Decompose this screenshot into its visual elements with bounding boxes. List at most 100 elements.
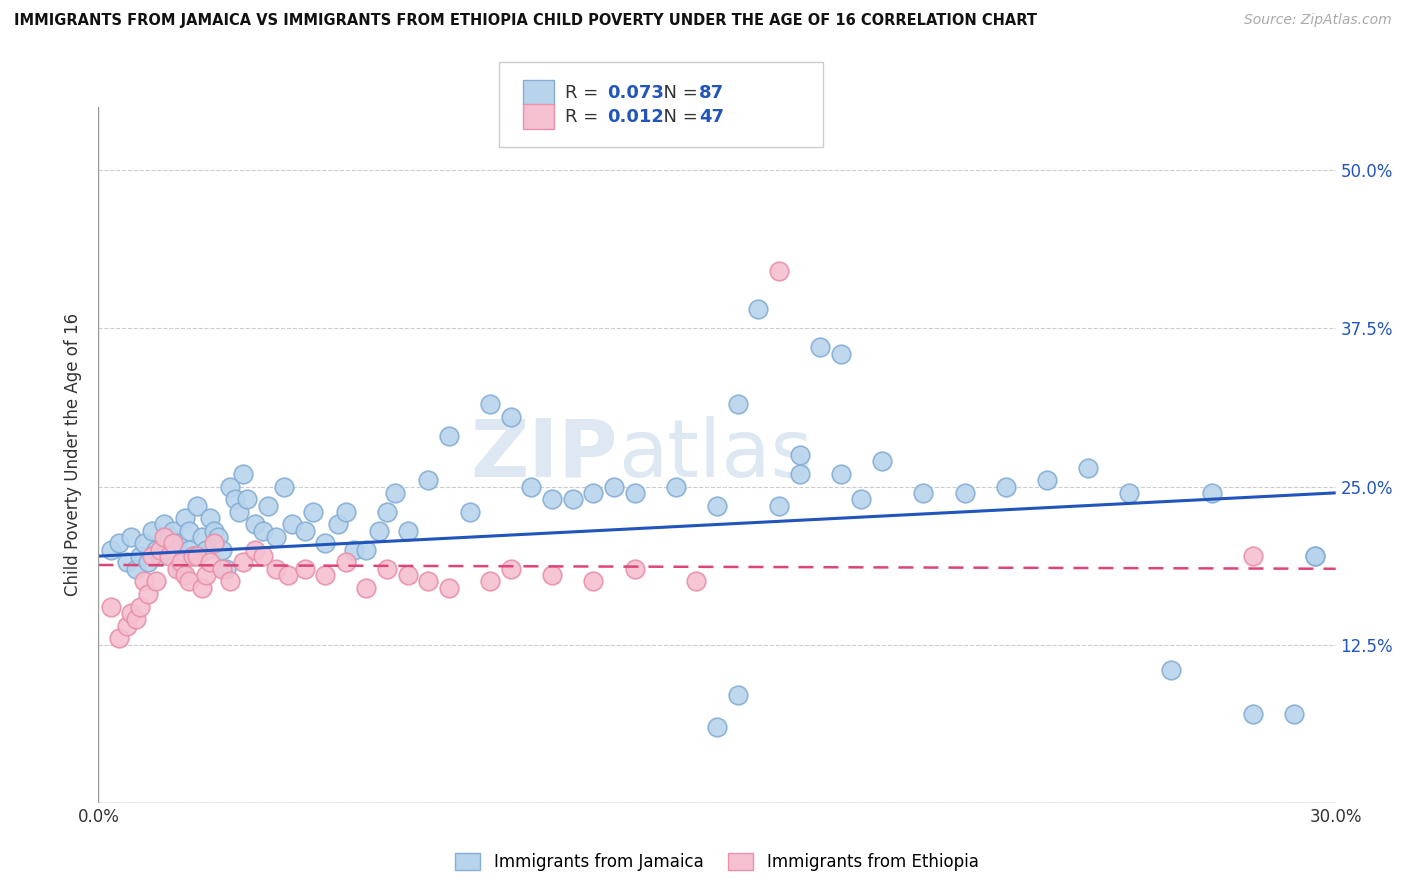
Point	[264, 530, 287, 544]
Point	[314, 536, 336, 550]
Point	[789, 448, 811, 462]
Point	[198, 556, 221, 570]
Point	[166, 562, 188, 576]
Point	[747, 302, 769, 317]
Point	[727, 397, 749, 411]
Point	[202, 536, 225, 550]
Point	[830, 347, 852, 361]
Point	[912, 486, 935, 500]
Point	[499, 562, 522, 576]
Point	[211, 542, 233, 557]
Point	[190, 530, 212, 544]
Point	[520, 479, 543, 493]
Point	[132, 574, 155, 589]
Point	[162, 524, 184, 538]
Point	[808, 340, 831, 354]
Point	[1241, 549, 1264, 563]
Point	[706, 499, 728, 513]
Text: ZIP: ZIP	[471, 416, 619, 494]
Point	[252, 524, 274, 538]
Point	[281, 517, 304, 532]
Point	[1077, 460, 1099, 475]
Point	[136, 587, 159, 601]
Point	[768, 264, 790, 278]
Point	[256, 499, 278, 513]
Point	[100, 542, 122, 557]
Point	[789, 467, 811, 481]
Point	[136, 556, 159, 570]
Point	[384, 486, 406, 500]
Point	[100, 599, 122, 614]
Point	[1118, 486, 1140, 500]
Point	[623, 562, 645, 576]
Point	[108, 632, 131, 646]
Point	[236, 492, 259, 507]
Point	[252, 549, 274, 563]
Point	[219, 574, 242, 589]
Point	[437, 581, 460, 595]
Point	[141, 524, 163, 538]
Point	[243, 517, 266, 532]
Point	[706, 720, 728, 734]
Point	[685, 574, 707, 589]
Point	[294, 524, 316, 538]
Text: R =: R =	[565, 108, 605, 126]
Point	[277, 568, 299, 582]
Point	[603, 479, 626, 493]
Point	[145, 574, 167, 589]
Point	[202, 524, 225, 538]
Point	[582, 486, 605, 500]
Point	[190, 581, 212, 595]
Point	[181, 549, 204, 563]
Point	[437, 429, 460, 443]
Point	[207, 530, 229, 544]
Point	[108, 536, 131, 550]
Point	[294, 562, 316, 576]
Point	[149, 542, 172, 557]
Point	[232, 467, 254, 481]
Text: 0.012: 0.012	[607, 108, 664, 126]
Text: 87: 87	[699, 84, 724, 102]
Point	[186, 549, 208, 563]
Point	[1036, 473, 1059, 487]
Point	[170, 562, 193, 576]
Point	[170, 556, 193, 570]
Point	[198, 511, 221, 525]
Point	[186, 499, 208, 513]
Point	[145, 542, 167, 557]
Point	[219, 479, 242, 493]
Point	[120, 606, 142, 620]
Point	[1303, 549, 1326, 563]
Point	[830, 467, 852, 481]
Point	[232, 556, 254, 570]
Point	[396, 568, 419, 582]
Text: atlas: atlas	[619, 416, 813, 494]
Point	[166, 536, 188, 550]
Text: N =: N =	[652, 108, 704, 126]
Point	[157, 549, 180, 563]
Point	[264, 562, 287, 576]
Point	[1303, 549, 1326, 563]
Point	[367, 524, 389, 538]
Point	[211, 562, 233, 576]
Point	[499, 409, 522, 424]
Point	[153, 517, 176, 532]
Point	[582, 574, 605, 589]
Point	[335, 505, 357, 519]
Point	[458, 505, 481, 519]
Point	[1160, 663, 1182, 677]
Point	[561, 492, 583, 507]
Point	[153, 530, 176, 544]
Point	[273, 479, 295, 493]
Point	[356, 542, 378, 557]
Point	[157, 530, 180, 544]
Point	[120, 530, 142, 544]
Point	[194, 542, 217, 557]
Point	[479, 397, 502, 411]
Point	[356, 581, 378, 595]
Point	[179, 542, 201, 557]
Point	[215, 562, 238, 576]
Point	[117, 618, 139, 632]
Point	[174, 568, 197, 582]
Point	[851, 492, 873, 507]
